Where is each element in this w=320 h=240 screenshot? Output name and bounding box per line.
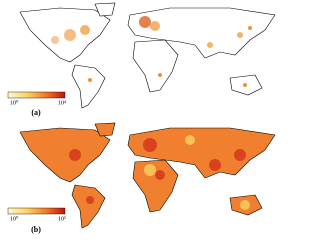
panel-label: (b) [31,225,41,234]
dots [51,16,252,87]
lowspots [144,135,250,210]
colorbar-max: 10⁵ [58,216,66,222]
map-a: 10⁰ 10⁴ (a) [7,2,276,117]
colorbar-min: 10⁰ [10,99,19,106]
map-b: 10⁰ 10⁵ (b) [7,122,276,234]
colorbar-min: 10⁰ [10,215,19,222]
figure: 10⁰ 10⁴ (a) 10⁰ 10⁵ (b) [7,2,276,234]
colorbar [7,207,66,215]
panel-label: (a) [31,108,41,117]
hotspots [69,138,246,204]
colorbar-max: 10⁴ [58,100,66,106]
colorbar [7,91,66,99]
